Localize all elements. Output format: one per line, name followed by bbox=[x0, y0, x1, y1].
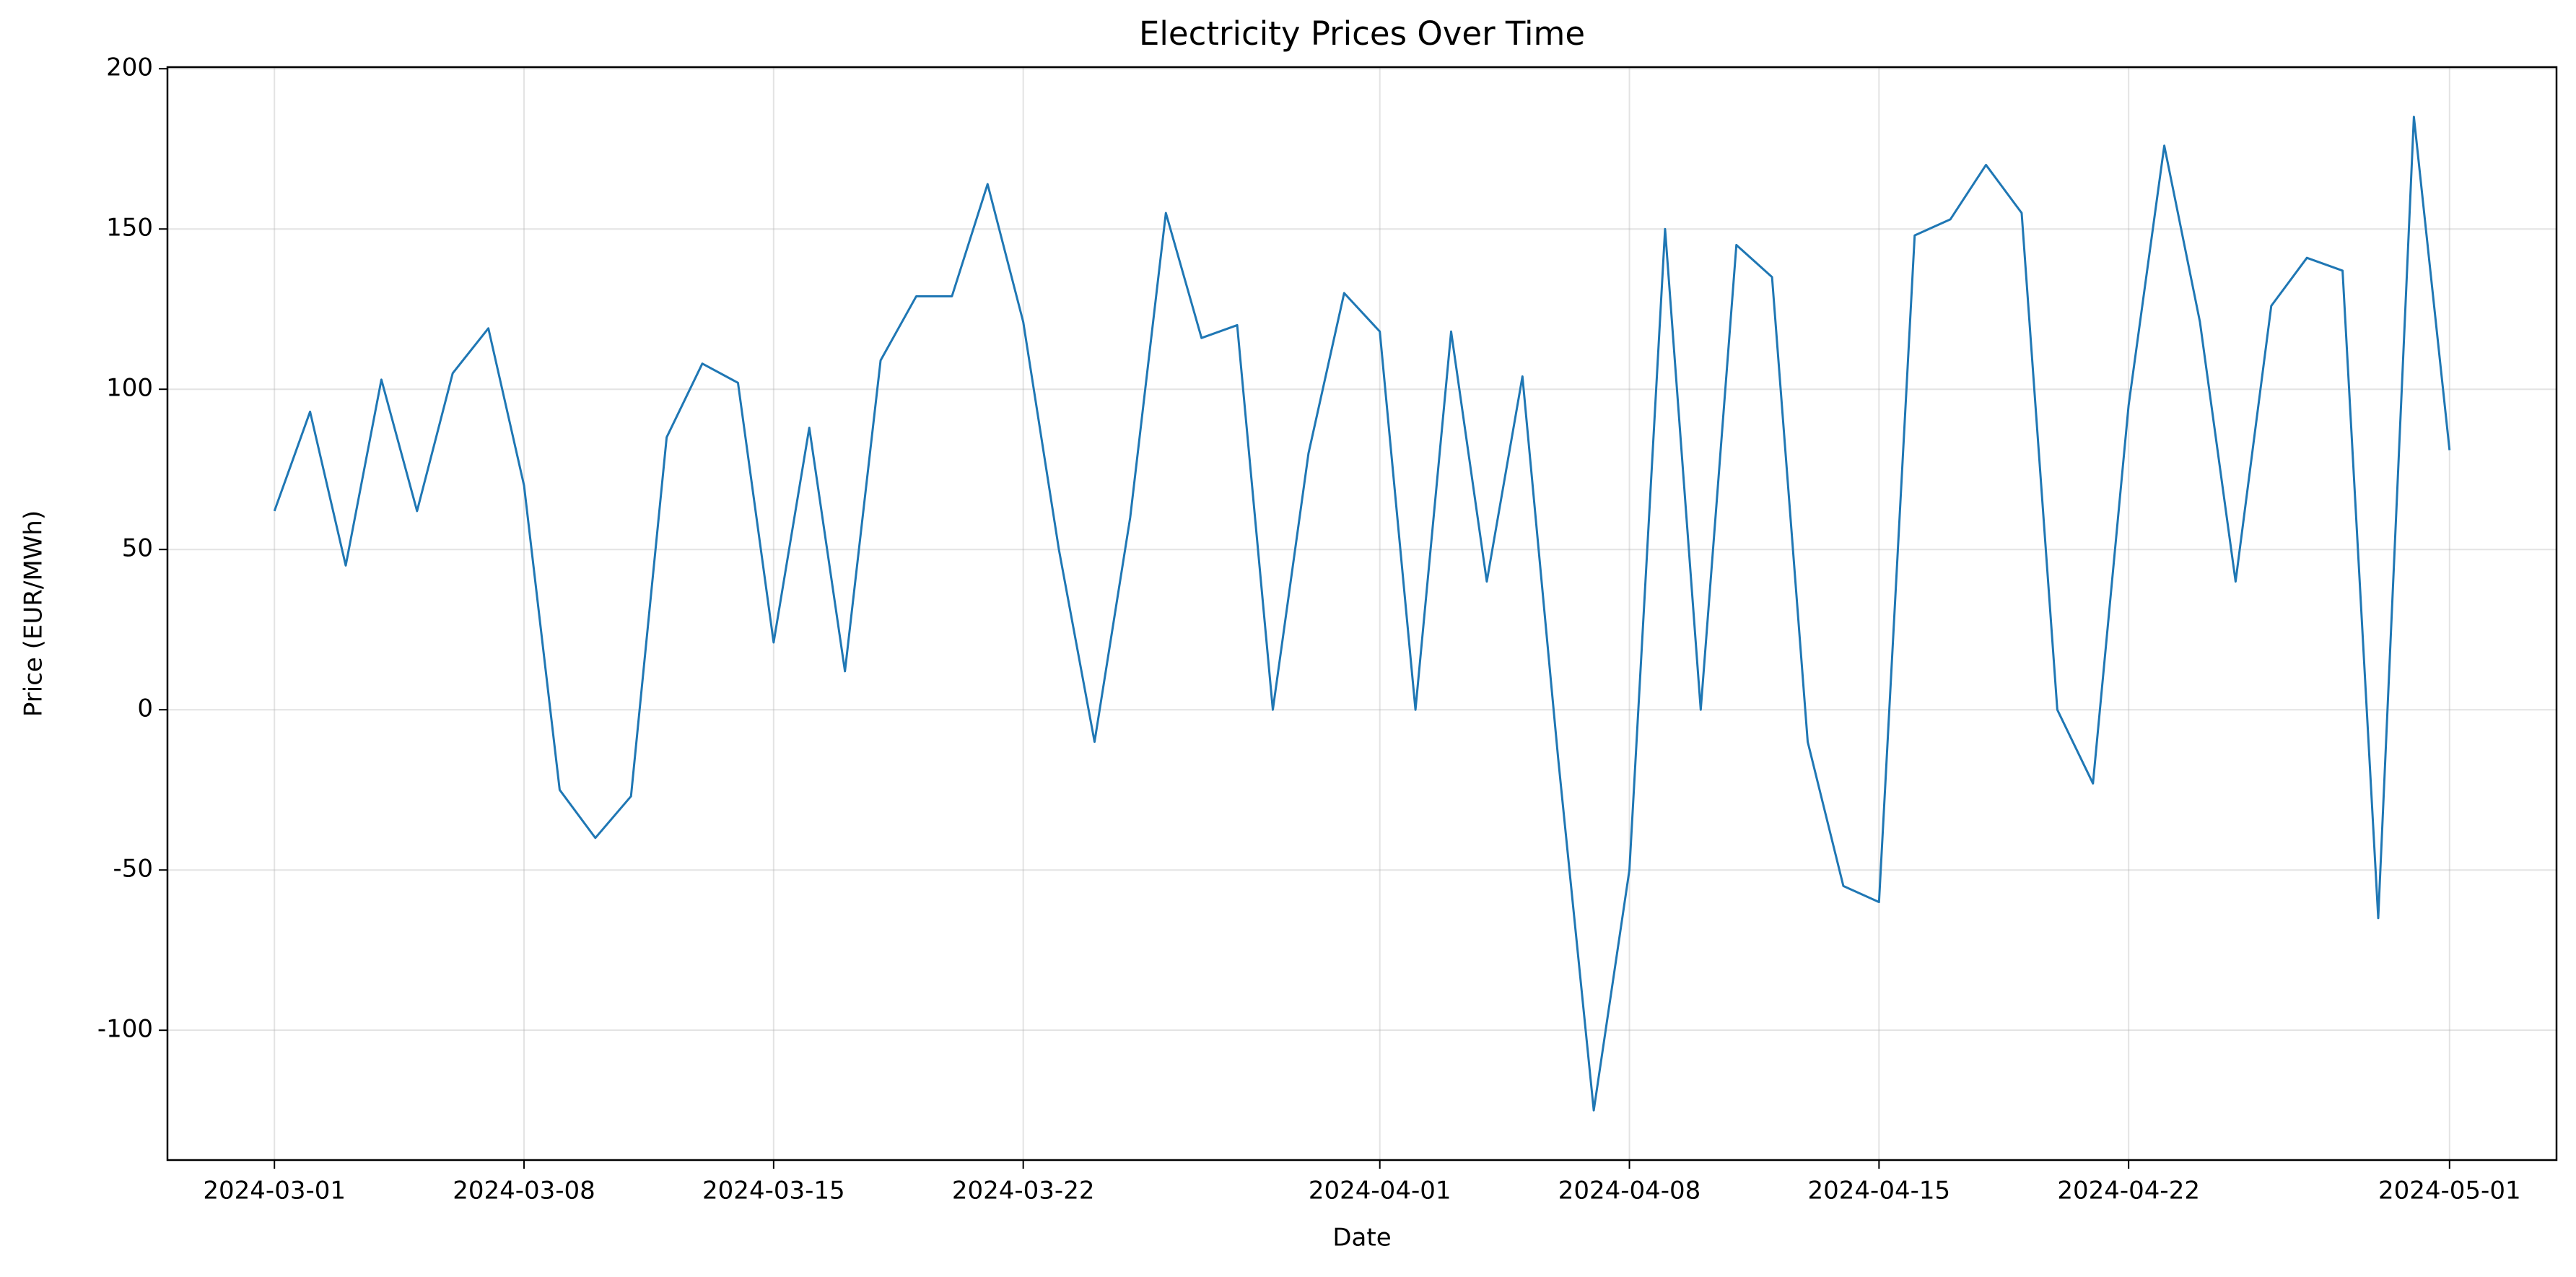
chart-title: Electricity Prices Over Time bbox=[1139, 14, 1585, 53]
y-tick-label: 200 bbox=[106, 53, 153, 82]
x-axis-label: Date bbox=[1332, 1224, 1391, 1252]
y-tick-label: -100 bbox=[97, 1015, 153, 1044]
x-tick-label: 2024-04-22 bbox=[2057, 1177, 2200, 1206]
x-tick-label: 2024-04-15 bbox=[1808, 1177, 1951, 1206]
y-axis-label: Price (EUR/MWh) bbox=[19, 510, 48, 717]
price-line bbox=[273, 116, 2451, 1112]
y-tick-label: 0 bbox=[137, 694, 153, 723]
y-tick-label: -50 bbox=[113, 855, 153, 884]
y-tick-label: 150 bbox=[106, 214, 153, 243]
x-tick-label: 2024-05-01 bbox=[2378, 1177, 2521, 1206]
y-tick-label: 100 bbox=[106, 374, 153, 403]
x-tick-label: 2024-03-01 bbox=[203, 1177, 346, 1206]
x-tick-label: 2024-03-08 bbox=[453, 1177, 595, 1206]
x-tick-label: 2024-04-08 bbox=[1558, 1177, 1701, 1206]
x-tick-label: 2024-03-22 bbox=[952, 1177, 1095, 1206]
plot-frame bbox=[166, 66, 2558, 1161]
x-tick-label: 2024-03-15 bbox=[702, 1177, 845, 1206]
x-tick-label: 2024-04-01 bbox=[1309, 1177, 1451, 1206]
y-tick-label: 50 bbox=[122, 534, 153, 563]
